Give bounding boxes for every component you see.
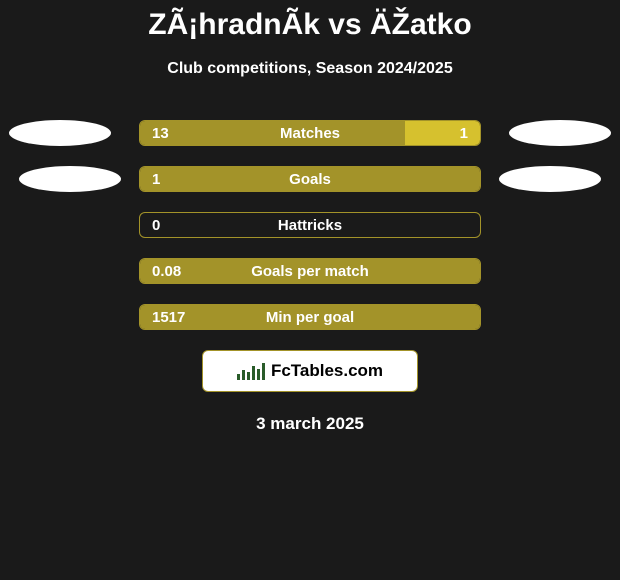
- stat-bar-goals: 1 Goals: [139, 166, 481, 192]
- stat-bar-mpg: 1517 Min per goal: [139, 304, 481, 330]
- stat-bar-gpm: 0.08 Goals per match: [139, 258, 481, 284]
- stat-row-goals: 1 Goals: [0, 166, 620, 192]
- player-left-ellipse: [9, 120, 111, 146]
- stats-area: 13 Matches 1 1 Goals 0 Hattricks: [0, 120, 620, 330]
- stat-row-hattricks: 0 Hattricks: [0, 212, 620, 238]
- stat-label: Matches: [140, 125, 480, 142]
- branding-prefix: Fc: [271, 361, 291, 380]
- stat-value-right: 1: [460, 125, 468, 142]
- stat-bar-hattricks: 0 Hattricks: [139, 212, 481, 238]
- stat-row-goals-per-match: 0.08 Goals per match: [0, 258, 620, 284]
- branding-content: FcTables.com: [237, 361, 383, 381]
- branding-text: FcTables.com: [271, 361, 383, 381]
- stat-label: Hattricks: [140, 217, 480, 234]
- stat-row-min-per-goal: 1517 Min per goal: [0, 304, 620, 330]
- page-title: ZÃ¡hradnÃk vs ÄŽatko: [0, 0, 620, 42]
- chart-icon: [237, 363, 265, 380]
- player-right-ellipse: [499, 166, 601, 192]
- date-text: 3 march 2025: [0, 414, 620, 434]
- player-left-ellipse: [19, 166, 121, 192]
- branding-suffix: Tables.com: [291, 361, 383, 380]
- stat-label: Goals: [140, 171, 480, 188]
- stat-bar-matches: 13 Matches 1: [139, 120, 481, 146]
- player-right-ellipse: [509, 120, 611, 146]
- stat-row-matches: 13 Matches 1: [0, 120, 620, 146]
- infographic-container: ZÃ¡hradnÃk vs ÄŽatko Club competitions, …: [0, 0, 620, 580]
- stat-label: Min per goal: [140, 309, 480, 326]
- stat-label: Goals per match: [140, 263, 480, 280]
- subtitle: Club competitions, Season 2024/2025: [0, 60, 620, 78]
- branding-box[interactable]: FcTables.com: [202, 350, 418, 392]
